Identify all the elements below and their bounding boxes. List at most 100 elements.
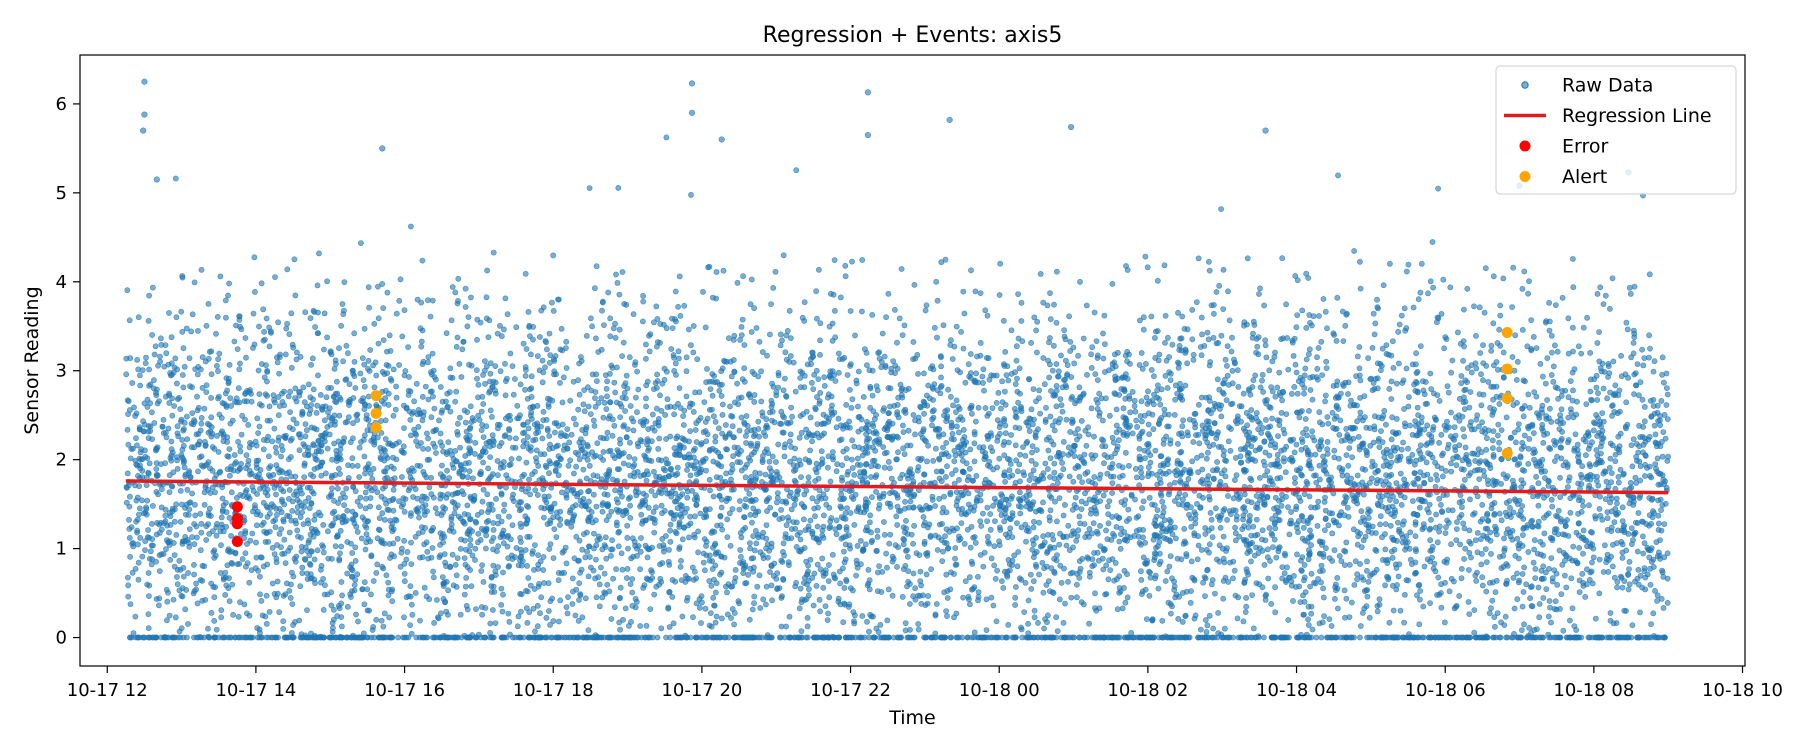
raw-data-point <box>592 395 598 401</box>
raw-data-point <box>320 544 326 550</box>
raw-data-point <box>263 315 270 322</box>
raw-data-point <box>1261 634 1267 641</box>
raw-data-point <box>1233 472 1240 479</box>
raw-data-point <box>1188 558 1195 565</box>
raw-data-point <box>1358 508 1365 515</box>
raw-data-point <box>1346 445 1353 451</box>
raw-data-point <box>354 571 361 578</box>
raw-data-point <box>509 522 516 529</box>
raw-data-point <box>1494 340 1501 346</box>
raw-data-point <box>344 570 351 577</box>
raw-data-point <box>736 427 743 434</box>
raw-data-point <box>841 548 847 555</box>
raw-data-point <box>1031 314 1038 321</box>
raw-data-point <box>257 485 263 492</box>
raw-data-point <box>826 525 833 531</box>
raw-data-point <box>977 497 984 504</box>
raw-data-point <box>490 527 497 533</box>
raw-data-point <box>967 544 974 551</box>
raw-data-point <box>507 350 514 357</box>
raw-data-point <box>460 338 467 345</box>
raw-data-point <box>1331 415 1338 422</box>
raw-data-point <box>1090 520 1097 527</box>
raw-data-point <box>390 495 397 502</box>
raw-data-point <box>607 333 614 340</box>
raw-data-point <box>484 267 490 274</box>
raw-data-point <box>498 518 505 525</box>
raw-data-point <box>742 580 748 587</box>
raw-data-point <box>1028 339 1034 346</box>
raw-data-point <box>1283 301 1289 308</box>
raw-data-point <box>813 469 820 476</box>
raw-data-point <box>1273 554 1280 561</box>
raw-data-point <box>1531 430 1537 436</box>
raw-data-point <box>1258 430 1265 436</box>
raw-data-point <box>1019 338 1026 345</box>
raw-data-point <box>371 384 378 391</box>
raw-data-point <box>774 499 780 506</box>
raw-data-point <box>382 417 389 424</box>
raw-data-point <box>1162 339 1168 346</box>
raw-data-point <box>393 383 399 390</box>
raw-data-point <box>1091 504 1098 511</box>
raw-data-point <box>424 548 431 555</box>
raw-data-point <box>990 466 997 473</box>
raw-data-point <box>1628 442 1635 449</box>
raw-data-point <box>643 395 649 402</box>
raw-data-point <box>1637 609 1643 616</box>
raw-data-point <box>1659 453 1666 460</box>
raw-data-point <box>404 549 411 555</box>
raw-data-point <box>1594 290 1601 297</box>
raw-data-point <box>142 538 149 545</box>
raw-data-point <box>834 461 841 468</box>
raw-data-point <box>190 590 197 597</box>
raw-data-point <box>867 519 873 526</box>
raw-data-point <box>533 447 540 454</box>
raw-data-point <box>357 240 364 246</box>
raw-data-point <box>1178 479 1184 486</box>
raw-data-point <box>596 603 603 610</box>
raw-data-point <box>506 563 513 569</box>
raw-data-point <box>1056 541 1063 548</box>
raw-data-point <box>550 618 557 624</box>
raw-data-point <box>1401 619 1407 626</box>
raw-data-point <box>1031 607 1038 614</box>
raw-data-point <box>357 503 364 509</box>
raw-data-point <box>1653 539 1660 545</box>
raw-data-point <box>191 279 198 286</box>
raw-data-point <box>1492 589 1499 596</box>
raw-data-point <box>1456 499 1463 506</box>
raw-data-point <box>1224 362 1230 369</box>
raw-data-point <box>338 600 345 607</box>
raw-data-point <box>142 360 149 367</box>
raw-data-point <box>1393 498 1399 505</box>
raw-data-point <box>145 593 152 599</box>
raw-data-point <box>1326 616 1333 622</box>
raw-data-point <box>582 430 589 437</box>
raw-data-point <box>737 547 744 553</box>
raw-data-point <box>1041 381 1048 388</box>
raw-data-point <box>1440 473 1446 480</box>
raw-data-point <box>282 351 289 358</box>
raw-data-point <box>279 447 286 453</box>
raw-data-point <box>1521 621 1527 628</box>
raw-data-point <box>894 456 900 463</box>
raw-data-point <box>940 444 946 451</box>
raw-data-point <box>1274 475 1281 482</box>
raw-data-point <box>739 316 746 323</box>
raw-data-point <box>1301 562 1308 568</box>
raw-data-point <box>1293 324 1300 331</box>
raw-data-point <box>256 401 263 408</box>
raw-data-point <box>203 389 210 395</box>
raw-data-point <box>1420 603 1427 610</box>
raw-data-point <box>166 472 173 479</box>
raw-data-point <box>1338 390 1344 397</box>
raw-data-point <box>1532 566 1539 572</box>
raw-data-point <box>712 438 719 445</box>
raw-data-point <box>373 616 380 623</box>
raw-data-point <box>304 607 310 613</box>
raw-data-point <box>1124 594 1131 601</box>
raw-data-point <box>839 462 845 469</box>
raw-data-point <box>1096 390 1103 397</box>
raw-data-point <box>944 407 951 413</box>
